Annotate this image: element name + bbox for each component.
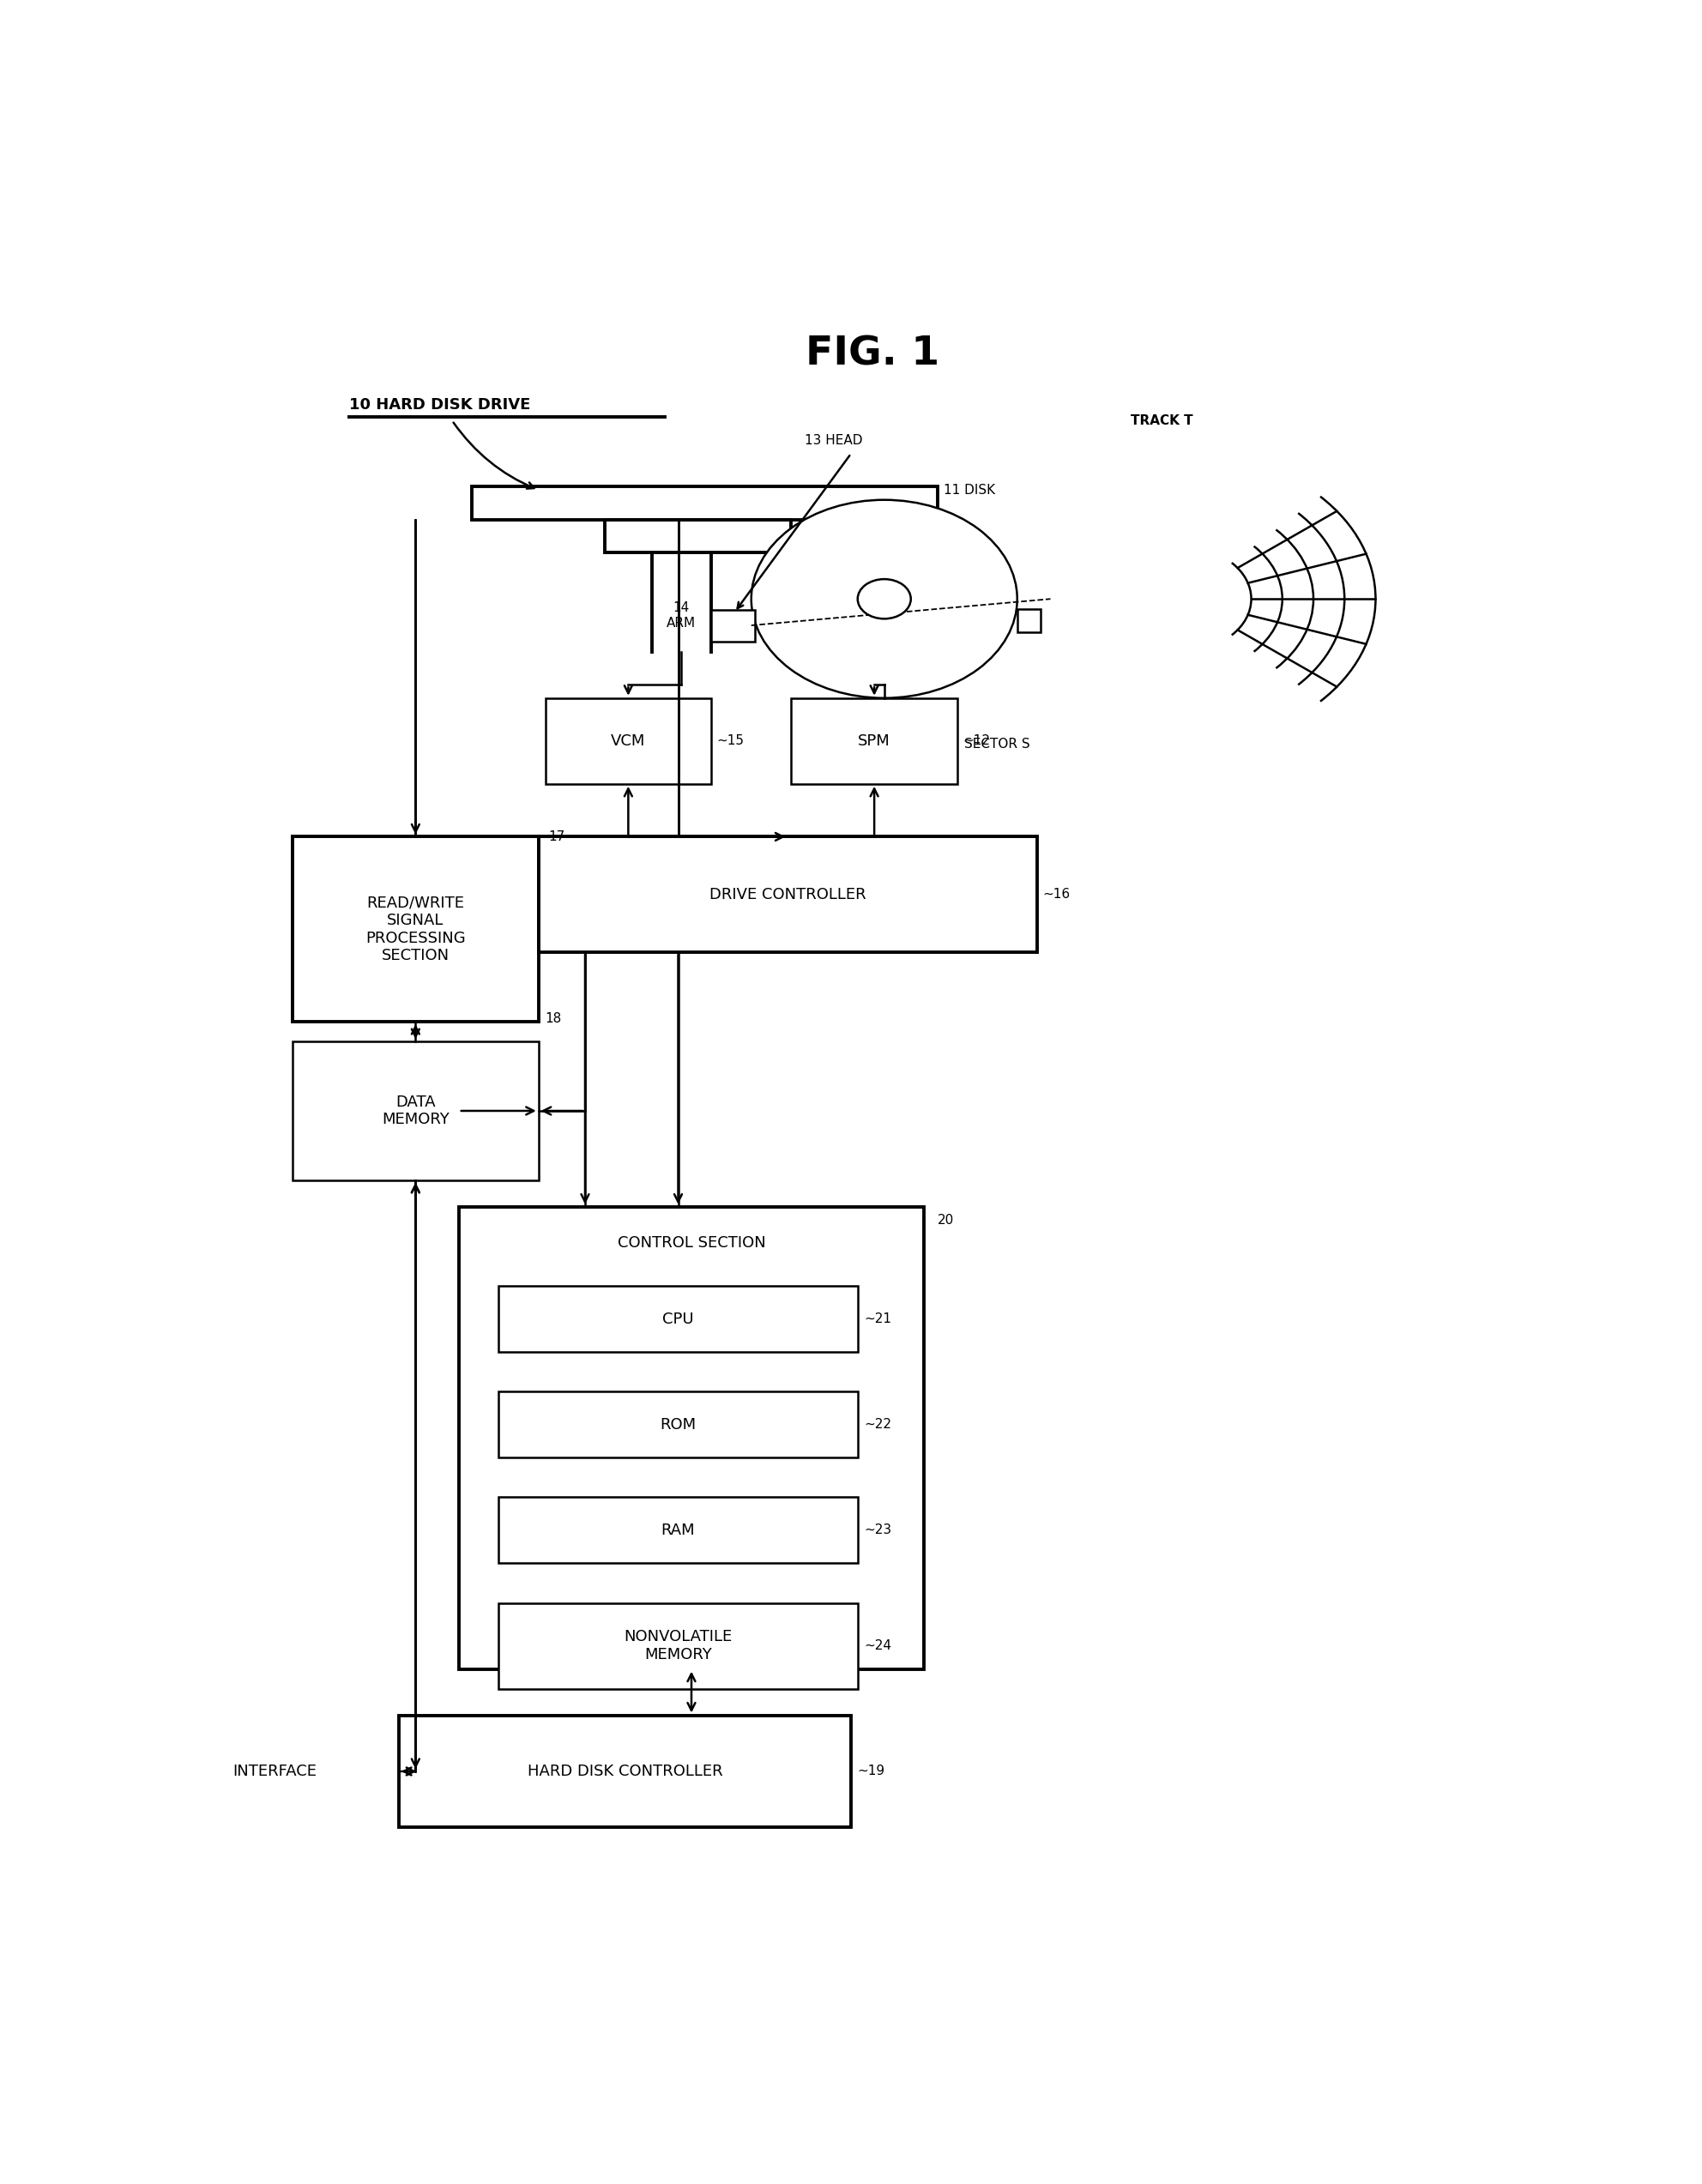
Bar	[711, 609, 754, 642]
Bar	[460, 1206, 924, 1669]
Text: 10 HARD DISK DRIVE: 10 HARD DISK DRIVE	[349, 397, 531, 413]
Text: ~23: ~23	[865, 1524, 892, 1538]
Text: ROM: ROM	[660, 1417, 696, 1433]
Bar	[538, 836, 1037, 952]
Text: ~21: ~21	[865, 1313, 892, 1326]
Text: 13 HEAD: 13 HEAD	[805, 435, 863, 448]
Bar	[791, 699, 957, 784]
Text: READ/WRITE
SIGNAL
PROCESSING
SECTION: READ/WRITE SIGNAL PROCESSING SECTION	[366, 895, 466, 963]
Text: DATA
MEMORY: DATA MEMORY	[381, 1094, 449, 1127]
Text: 14
ARM: 14 ARM	[667, 601, 696, 629]
Bar	[293, 1042, 538, 1179]
Text: VCM: VCM	[611, 734, 645, 749]
Text: 17: 17	[548, 830, 565, 843]
Text: DRIVE CONTROLLER: DRIVE CONTROLLER	[710, 887, 866, 902]
Text: CONTROL SECTION: CONTROL SECTION	[618, 1236, 766, 1251]
Bar	[604, 520, 791, 553]
Bar	[545, 699, 711, 784]
Bar	[471, 487, 938, 520]
Text: TRACK T: TRACK T	[1130, 415, 1193, 428]
Bar	[499, 1498, 858, 1564]
Text: SPM: SPM	[858, 734, 890, 749]
Text: SECTOR S: SECTOR S	[963, 738, 1030, 751]
Ellipse shape	[858, 579, 911, 618]
Text: CPU: CPU	[662, 1310, 694, 1326]
Bar	[499, 1391, 858, 1457]
Text: ~16: ~16	[1042, 887, 1071, 900]
Bar	[499, 1286, 858, 1352]
Text: RAM: RAM	[660, 1522, 694, 1538]
Bar	[293, 836, 538, 1022]
Text: ~24: ~24	[865, 1640, 892, 1653]
Text: ~19: ~19	[858, 1765, 885, 1778]
Bar	[1018, 609, 1040, 631]
Text: ~12: ~12	[963, 734, 991, 747]
Text: 11 DISK: 11 DISK	[945, 483, 996, 496]
Bar	[499, 1603, 858, 1688]
Text: ~15: ~15	[717, 734, 744, 747]
Text: 20: 20	[938, 1214, 953, 1225]
Text: FIG. 1: FIG. 1	[805, 334, 940, 373]
Text: INTERFACE: INTERFACE	[233, 1765, 317, 1780]
Text: 18: 18	[545, 1011, 562, 1024]
Text: HARD DISK CONTROLLER: HARD DISK CONTROLLER	[528, 1765, 723, 1780]
Ellipse shape	[751, 500, 1018, 699]
Bar	[398, 1714, 851, 1828]
Text: ~22: ~22	[865, 1417, 892, 1431]
Text: NONVOLATILE
MEMORY: NONVOLATILE MEMORY	[625, 1629, 732, 1662]
